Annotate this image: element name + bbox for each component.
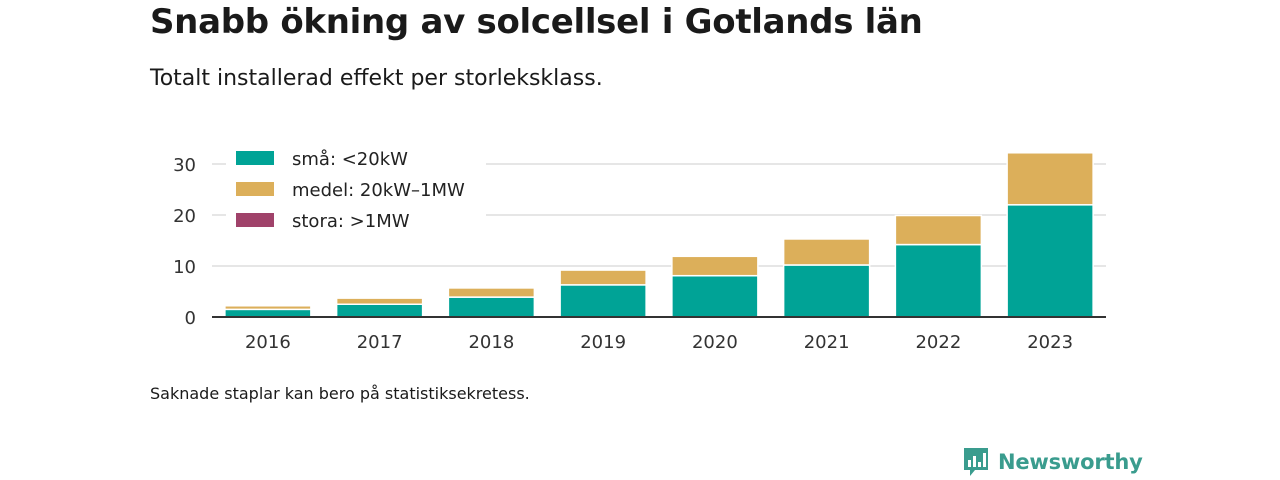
bar-segment <box>224 305 312 311</box>
bar-segment <box>224 308 312 318</box>
bar-segment <box>1006 204 1094 318</box>
bar-segment <box>335 297 424 306</box>
bars <box>224 152 1094 318</box>
bar-segment <box>559 269 647 286</box>
x-axis: 2016 2017 2018 2019 2020 2021 2022 2023 <box>212 316 1106 353</box>
bar-segment <box>559 284 647 318</box>
bar-segment <box>894 214 983 246</box>
legend: små: <20kW medel: 20kW–1MW stora: >1MW <box>226 142 486 238</box>
x-tick-label: 2019 <box>580 332 626 353</box>
brand-name: Newsworthy <box>998 450 1143 474</box>
bar-segment <box>447 296 536 318</box>
bar-segment <box>671 255 759 277</box>
bar-segment <box>447 287 536 298</box>
stacked-bar-chart: 0 10 20 30 2016 2017 2018 2019 2020 2021 2022 2023… <box>173 142 1106 353</box>
bar-segment <box>335 303 424 318</box>
x-tick-label: 2020 <box>692 332 738 353</box>
legend-swatch <box>236 151 274 165</box>
chart-subtitle: Totalt installerad effekt per storlekskl… <box>150 66 603 91</box>
legend-swatch <box>236 182 274 196</box>
y-tick-label: 20 <box>173 206 196 227</box>
bar-segment <box>782 264 871 318</box>
y-tick-label: 0 <box>185 308 196 329</box>
x-tick-label: 2018 <box>468 332 514 353</box>
chart-title: Snabb ökning av solcellsel i Gotlands lä… <box>150 2 923 42</box>
y-axis-ticks: 0 10 20 30 <box>173 155 196 329</box>
legend-label: medel: 20kW–1MW <box>292 180 465 201</box>
x-tick-label: 2022 <box>915 332 961 353</box>
bar-chart-speech-bubble-icon <box>964 448 988 476</box>
legend-label: små: <20kW <box>292 149 408 170</box>
bar-segment <box>894 243 983 318</box>
bar-segment <box>1006 152 1094 206</box>
x-tick-label: 2016 <box>245 332 291 353</box>
y-tick-label: 10 <box>173 257 196 278</box>
x-tick-label: 2017 <box>357 332 403 353</box>
bar-segment <box>782 238 871 266</box>
y-tick-label: 30 <box>173 155 196 176</box>
x-tick-label: 2023 <box>1027 332 1073 353</box>
legend-swatch <box>236 213 274 227</box>
bar-segment <box>671 274 759 318</box>
footnote: Saknade staplar kan bero på statistiksek… <box>150 384 530 403</box>
legend-label: stora: >1MW <box>292 211 410 232</box>
x-tick-label: 2021 <box>804 332 850 353</box>
brand-logo: Newsworthy <box>962 446 1143 478</box>
